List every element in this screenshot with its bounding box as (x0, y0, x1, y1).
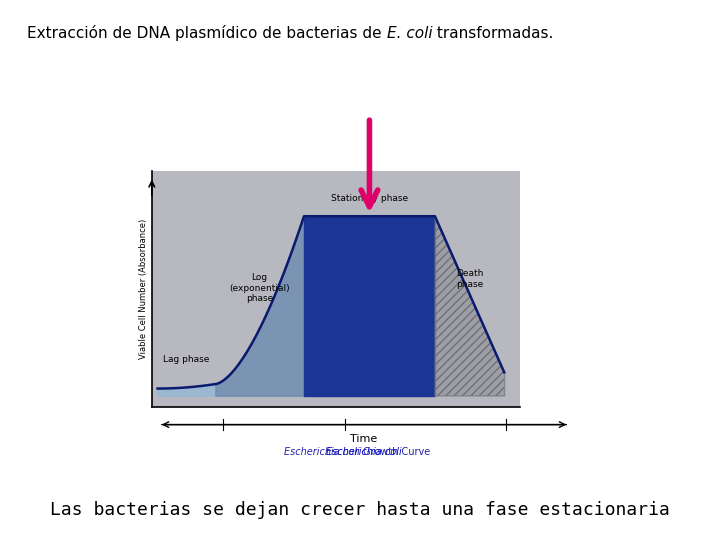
Text: Extracción de DNA plasmídico de bacterias de: Extracción de DNA plasmídico de bacteria… (27, 25, 387, 42)
Text: Growth Curve: Growth Curve (359, 447, 430, 457)
Text: Time: Time (351, 434, 378, 444)
Text: Stationary phase: Stationary phase (331, 194, 408, 202)
Text: Log
(exponential)
phase: Log (exponential) phase (230, 273, 290, 303)
Text: transformadas.: transformadas. (433, 26, 554, 41)
Text: Escherichia coli: Escherichia coli (326, 447, 402, 457)
Text: Lag phase: Lag phase (163, 355, 210, 364)
Text: Las bacterias se dejan crecer hasta una fase estacionaria: Las bacterias se dejan crecer hasta una … (50, 501, 670, 519)
Text: Escherichia coli: Escherichia coli (284, 447, 359, 457)
Text: Death
phase: Death phase (456, 269, 483, 289)
Text: E. coli: E. coli (387, 26, 433, 41)
Y-axis label: Viable Cell Number (Absorbance): Viable Cell Number (Absorbance) (139, 219, 148, 359)
